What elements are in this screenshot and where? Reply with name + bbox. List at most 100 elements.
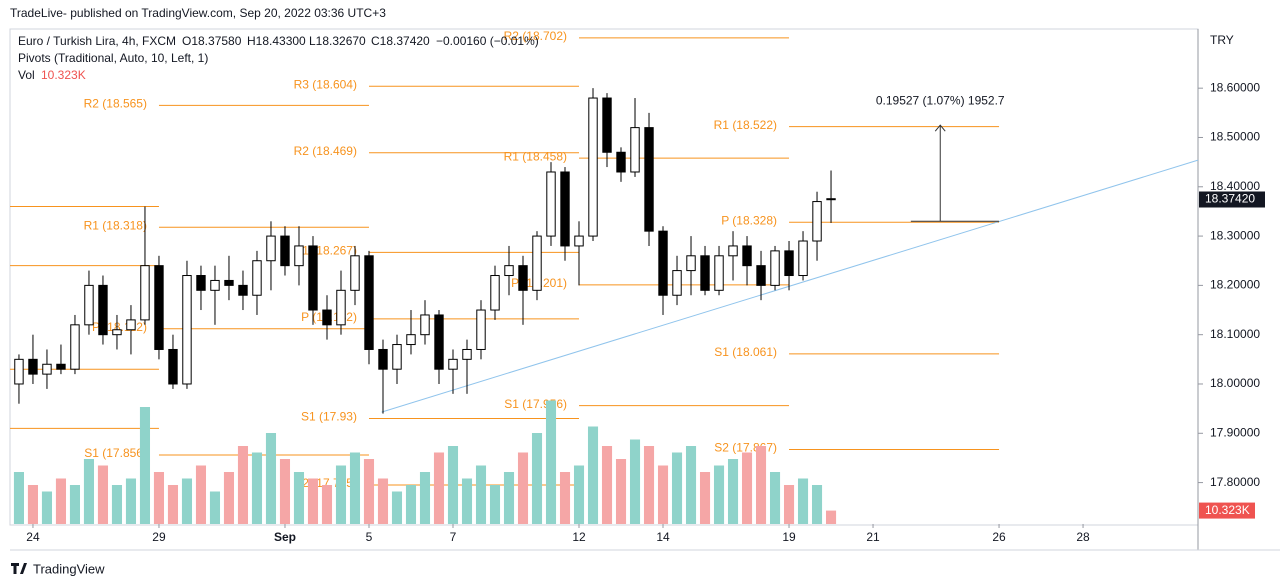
volume-bar bbox=[27, 485, 39, 524]
candle-body bbox=[168, 348, 178, 385]
volume-bar bbox=[727, 459, 739, 524]
x-tick-label: 7 bbox=[450, 530, 457, 544]
x-tick-label: Sep bbox=[274, 530, 296, 544]
y-tick-label: 18.40000 bbox=[1210, 179, 1260, 193]
measure-arrowhead bbox=[934, 124, 946, 132]
candle-body bbox=[224, 279, 234, 286]
candle-body bbox=[700, 255, 710, 291]
candle-body bbox=[616, 151, 626, 173]
candle-body bbox=[182, 275, 192, 385]
marks: 18.60000 18.50000 18.40000 18.30000 18.20000… bbox=[10, 29, 1260, 544]
y-tick-label: 17.90000 bbox=[1210, 425, 1260, 439]
x-tick-label: 28 bbox=[1076, 530, 1090, 544]
volume-bar bbox=[489, 485, 501, 524]
volume-bar bbox=[195, 465, 207, 524]
y-tick-label: 18.00000 bbox=[1210, 376, 1260, 390]
volume-bar bbox=[741, 452, 753, 524]
candle-body bbox=[602, 97, 612, 153]
logo bbox=[11, 563, 27, 574]
volume-bar bbox=[167, 485, 179, 524]
volume-bar bbox=[293, 472, 305, 524]
volume-bar bbox=[405, 485, 417, 524]
candle-body bbox=[756, 265, 766, 286]
volume-bar bbox=[335, 465, 347, 524]
volume-bar bbox=[503, 472, 515, 524]
volume-bar bbox=[111, 485, 123, 524]
pivot-label: S1 (17.956) bbox=[504, 397, 567, 411]
price-label: 18.37420 bbox=[1205, 192, 1255, 206]
volume-bar bbox=[265, 433, 277, 524]
pivot-label: S1 (18.061) bbox=[714, 345, 777, 359]
volume-bar bbox=[349, 452, 361, 524]
x-tick-label: 19 bbox=[782, 530, 796, 544]
pivot-label: R2 (18.565) bbox=[84, 97, 147, 111]
volume-bar bbox=[97, 465, 109, 524]
volume-bar bbox=[13, 472, 25, 524]
x-tick-label: 29 bbox=[152, 530, 166, 544]
candle-body bbox=[434, 314, 444, 370]
volume-bar bbox=[755, 446, 767, 524]
candle-body bbox=[476, 309, 486, 350]
candle-body bbox=[350, 255, 360, 291]
pivot-label: R2 (18.469) bbox=[294, 144, 357, 158]
candle-body bbox=[392, 344, 402, 370]
pivot-label: P (18.328) bbox=[721, 213, 777, 227]
pivot-label: R3 (18.604) bbox=[294, 77, 357, 91]
volume-bar bbox=[531, 433, 543, 524]
candle-body bbox=[322, 309, 332, 326]
legend-vol: Vol bbox=[18, 68, 35, 82]
y-tick-label: 18.10000 bbox=[1210, 327, 1260, 341]
volume-bar bbox=[671, 452, 683, 524]
volume-bar bbox=[657, 465, 669, 524]
candle-body bbox=[742, 245, 752, 267]
volume-bar bbox=[377, 478, 389, 524]
volume-bar bbox=[713, 465, 725, 524]
candle-body bbox=[140, 265, 150, 321]
candle-body bbox=[574, 235, 584, 247]
candle-body bbox=[518, 265, 528, 291]
volume-bar bbox=[811, 485, 823, 524]
candle-body bbox=[420, 314, 430, 336]
published: TradeLive- published on TradingView.com,… bbox=[10, 6, 386, 20]
candle-body bbox=[532, 235, 542, 291]
candle-body bbox=[238, 284, 248, 296]
volume-bar bbox=[475, 465, 487, 524]
candle-body bbox=[196, 275, 206, 291]
volume-bar bbox=[251, 452, 263, 524]
volume-bar bbox=[783, 485, 795, 524]
volume-bar bbox=[321, 485, 333, 524]
candle-body bbox=[490, 275, 500, 311]
legend-pivots: Pivots (Traditional, Auto, 10, Left, 1) bbox=[18, 51, 208, 65]
candle-body bbox=[826, 198, 836, 201]
volume-bar bbox=[363, 459, 375, 524]
volume-bar bbox=[237, 446, 249, 524]
candle-body bbox=[98, 284, 108, 336]
y-tick-label: 18.60000 bbox=[1210, 80, 1260, 94]
candle-body bbox=[798, 240, 808, 277]
candle-body bbox=[294, 245, 304, 267]
y-tick-label: 18.30000 bbox=[1210, 228, 1260, 242]
volume-bar bbox=[517, 452, 529, 524]
volume-bar bbox=[769, 472, 781, 524]
volume-bar bbox=[685, 446, 697, 524]
volume-bar bbox=[629, 439, 641, 524]
candle-body bbox=[644, 127, 654, 232]
pivot-label: R2 (18.702) bbox=[504, 29, 567, 43]
legend-close: C18.37420 bbox=[371, 34, 430, 48]
candle-body bbox=[112, 329, 122, 336]
volume-bar bbox=[601, 446, 613, 524]
volume-bar bbox=[447, 446, 459, 524]
candle-body bbox=[448, 358, 458, 370]
candle-body bbox=[686, 255, 696, 272]
volume-bar bbox=[223, 472, 235, 524]
candle-body bbox=[14, 358, 24, 385]
legend-open: O18.37580 bbox=[182, 34, 242, 48]
candle-body bbox=[504, 265, 514, 277]
volume-bar bbox=[279, 459, 291, 524]
volume-bar bbox=[643, 446, 655, 524]
volume-bar bbox=[153, 472, 165, 524]
candle-body bbox=[784, 250, 794, 277]
volume-bar bbox=[419, 472, 431, 524]
legend-change: −0.00160 (−0.01%) bbox=[436, 34, 539, 48]
volume-bar bbox=[41, 491, 53, 524]
